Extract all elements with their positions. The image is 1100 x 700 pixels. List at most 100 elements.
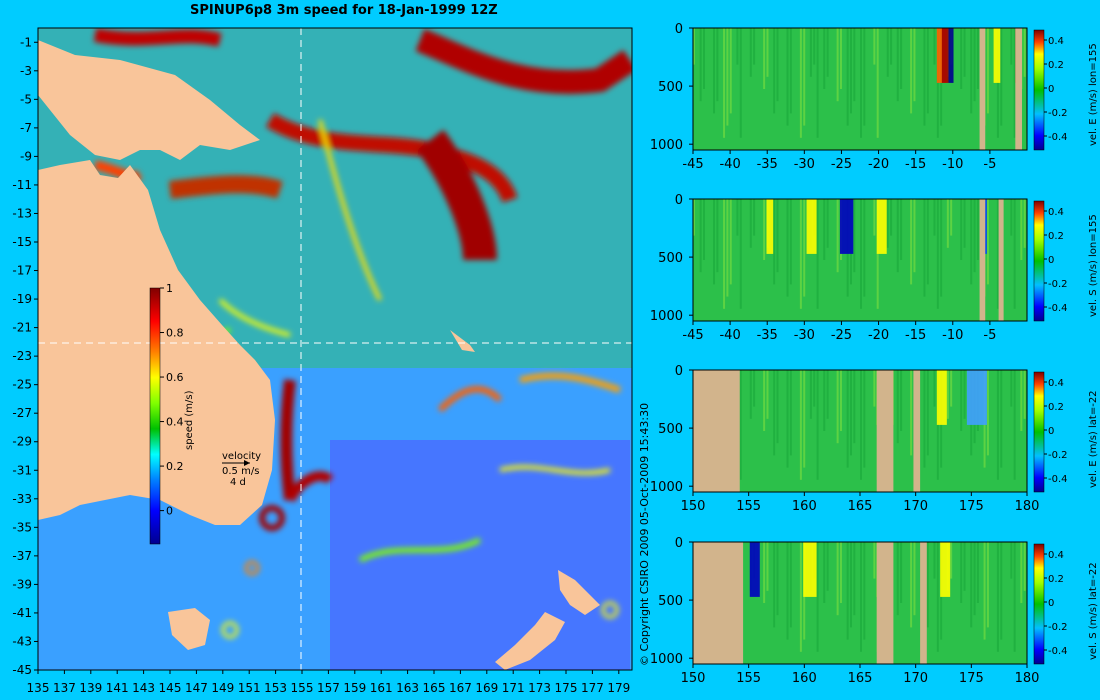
section-panel: 0 500 1000 150 155 160 165 170 175 180 0.4 0.2 0 -0.2…: [650, 364, 1099, 514]
section-panel: 0 500 1000 -45 -40 -35 -30 -25 -20 -15 -10 -5 0.4 0.2…: [650, 193, 1099, 343]
section-colorbar-tick-label: -0.2: [1048, 622, 1068, 633]
section-feature: [806, 199, 817, 254]
chart-title: SPINUP6p8 3m speed for 18-Jan-1999 12Z: [190, 3, 498, 18]
map-x-tick-label: 173: [528, 681, 551, 695]
speed-colorbar-label: speed (m/s): [184, 390, 195, 450]
section-y-tick-label: 0: [675, 364, 683, 379]
speed-colorbar-tick-label: 0.4: [166, 416, 184, 429]
map-x-tick-label: 161: [370, 681, 393, 695]
section-x-tick-label: 170: [903, 671, 928, 686]
section-x-tick-label: -20: [868, 157, 889, 172]
section-colorbar-tick-label: -0.4: [1048, 303, 1068, 314]
map-x-tick-label: 141: [106, 681, 129, 695]
section-y-tick-label: 1000: [650, 652, 683, 667]
section-land: [693, 542, 744, 664]
map-x-axis: 135 137 139 141 143 145 147 149 151 153 155 157 159 1…: [27, 670, 630, 695]
tasmania: [168, 608, 210, 650]
velocity-key-duration: 4 d: [230, 477, 246, 488]
speed-colorbar-tick-label: 1: [166, 282, 173, 295]
map-y-tick-label: -39: [12, 577, 32, 591]
map-x-tick-label: 155: [291, 681, 314, 695]
map-x-tick-label: 175: [555, 681, 578, 695]
section-colorbar-tick-label: 0: [1048, 598, 1054, 609]
new-caledonia: [450, 330, 475, 352]
section-feature: [940, 542, 951, 597]
section-feature: [993, 28, 1001, 83]
section-panels: 0 500 1000 -45 -40 -35 -30 -25 -20 -15 -10 -5 0.4 0.2…: [650, 22, 1099, 686]
section-colorbar-tick-label: 0.2: [1048, 231, 1064, 242]
map-frame: [37, 27, 633, 671]
section-land: [979, 199, 986, 321]
section-x-tick-label: -25: [831, 157, 852, 172]
speed-colorbar: [149, 287, 161, 545]
map-y-tick-label: -27: [12, 406, 32, 420]
section-x-tick-label: 150: [681, 671, 706, 686]
section-colorbar-tick-label: -0.4: [1048, 132, 1068, 143]
section-x-tick-label: -10: [942, 328, 963, 343]
section-feature: [766, 199, 774, 254]
section-x-tick-label: 175: [959, 499, 984, 514]
section-colorbar-tick-label: 0.4: [1048, 207, 1064, 218]
section-colorbar-label: vel. E (m/s) lon=155: [1088, 43, 1099, 146]
map-x-tick-label: 149: [211, 681, 234, 695]
section-colorbar-label: vel. E (m/s) lat=-22: [1088, 390, 1099, 488]
section-x-tick-label: 150: [681, 499, 706, 514]
map-x-tick-label: 143: [132, 681, 155, 695]
section-colorbar: [1033, 29, 1045, 151]
section-x-tick-label: -35: [757, 157, 778, 172]
section-colorbar: [1033, 200, 1045, 322]
section-feature: [941, 28, 949, 83]
map-y-tick-label: -21: [12, 321, 32, 335]
section-x-tick-label: 160: [792, 499, 817, 514]
section-colorbar: [1033, 543, 1045, 665]
map-y-tick-label: -9: [20, 149, 32, 163]
section-frame: [692, 27, 1028, 151]
section-panel: 0 500 1000 -45 -40 -35 -30 -25 -20 -15 -10 -5 0.4 0.2…: [650, 22, 1099, 172]
section-x-tick-label: -45: [682, 157, 703, 172]
section-x-tick-label: 165: [848, 671, 873, 686]
map-x-tick-label: 157: [317, 681, 340, 695]
velocity-key-title: velocity: [222, 451, 261, 462]
section-y-tick-label: 1000: [650, 309, 683, 324]
section-land: [913, 370, 921, 492]
map-y-tick-label: -5: [20, 92, 32, 106]
map-y-tick-label: -35: [12, 520, 32, 534]
map-y-tick-label: -33: [12, 492, 32, 506]
section-x-tick-label: 180: [1015, 499, 1040, 514]
section-y-tick-label: 0: [675, 193, 683, 208]
map-y-tick-label: -15: [12, 235, 32, 249]
map-y-tick-label: -17: [12, 264, 32, 278]
section-feature: [876, 199, 887, 254]
section-x-tick-label: -40: [719, 157, 740, 172]
section-colorbar-tick-label: -0.2: [1048, 450, 1068, 461]
map-y-tick-label: -41: [12, 606, 32, 620]
map-field: [38, 28, 632, 670]
map-y-tick-label: -3: [20, 64, 32, 78]
section-x-tick-label: 155: [736, 499, 761, 514]
copyright-note: © Copyright CSIRO 2009 05-Oct-2009 15:43…: [638, 403, 651, 666]
map-x-tick-label: 179: [607, 681, 630, 695]
section-colorbar-tick-label: -0.2: [1048, 108, 1068, 119]
section-x-tick-label: 175: [959, 671, 984, 686]
map-x-tick-label: 151: [238, 681, 261, 695]
map-y-tick-label: -37: [12, 549, 32, 563]
section-land: [979, 28, 986, 150]
section-x-tick-label: 180: [1015, 671, 1040, 686]
map-y-tick-label: -25: [12, 378, 32, 392]
section-colorbar-tick-label: 0.4: [1048, 550, 1064, 561]
velocity-key-arrowhead: [244, 460, 250, 466]
map-x-tick-label: 159: [343, 681, 366, 695]
map-y-tick-label: -45: [12, 663, 32, 677]
section-colorbar-tick-label: 0.4: [1048, 36, 1064, 47]
map-x-tick-label: 165: [423, 681, 446, 695]
section-x-tick-label: -5: [983, 328, 996, 343]
section-colorbar-tick-label: -0.4: [1048, 646, 1068, 657]
speed-colorbar-tick-label: 0.8: [166, 327, 184, 340]
map-x-tick-label: 163: [396, 681, 419, 695]
section-colorbar-tick-label: 0: [1048, 426, 1054, 437]
map-x-tick-label: 167: [449, 681, 472, 695]
map-x-tick-label: 147: [185, 681, 208, 695]
section-colorbar-label: vel. S (m/s) lon=155: [1088, 214, 1099, 317]
section-x-tick-label: -40: [719, 328, 740, 343]
section-colorbar-tick-label: 0.2: [1048, 574, 1064, 585]
